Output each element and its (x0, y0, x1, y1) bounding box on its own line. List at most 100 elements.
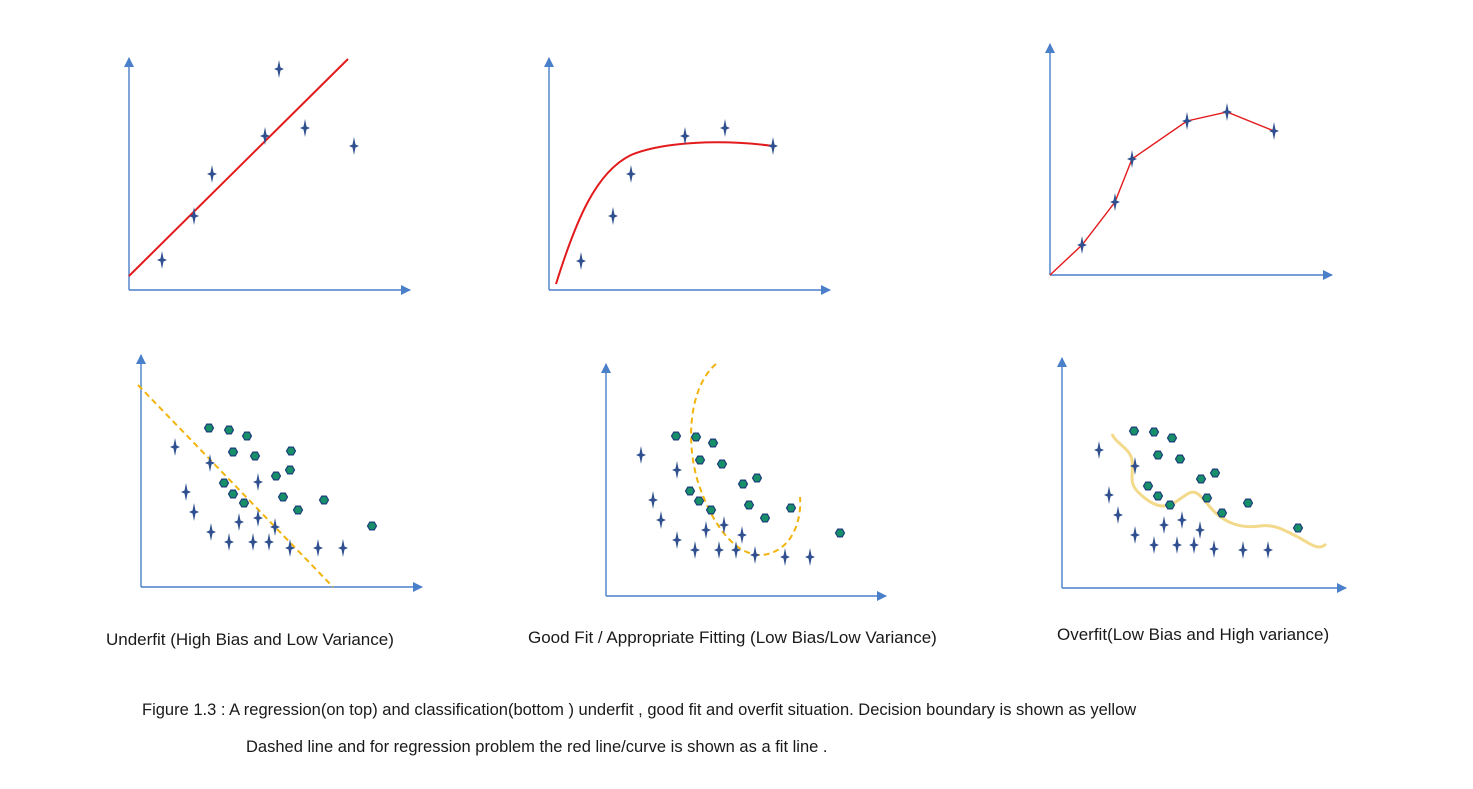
plus-marker (1189, 536, 1199, 554)
plus-marker (270, 518, 280, 536)
plus-marker (189, 207, 199, 225)
plus-marker (720, 119, 730, 137)
hexagon-marker (1148, 427, 1160, 437)
axes (1057, 357, 1347, 593)
plus-marker (205, 454, 215, 472)
plus-marker (1130, 457, 1140, 475)
plus-marker (260, 127, 270, 145)
plus-marker (248, 533, 258, 551)
plus-marker (719, 516, 729, 534)
plus-marker (207, 165, 217, 183)
hexagon-marker (1195, 474, 1207, 484)
hexagon-marker (1152, 491, 1164, 501)
plus-markers (1094, 441, 1273, 559)
panel-underfit-classification (136, 354, 423, 592)
hexagon-marker (366, 521, 378, 531)
figure-caption-line2: Dashed line and for regression problem t… (246, 738, 828, 756)
panel-overfit-regression (1045, 43, 1333, 280)
hexagon-marker (785, 503, 797, 513)
hexagon-marker (227, 489, 239, 499)
hexagon-marker (751, 473, 763, 483)
hexagon-marker (249, 451, 261, 461)
panel-goodfit-classification (601, 363, 887, 601)
plus-marker (1159, 516, 1169, 534)
hexagon-marker (203, 423, 215, 433)
plus-marker (224, 533, 234, 551)
plus-marker (1209, 540, 1219, 558)
hexagon-marker (238, 498, 250, 508)
hexagon-marker (1166, 433, 1178, 443)
plus-marker (731, 541, 741, 559)
plus-markers (157, 60, 359, 269)
plus-marker (1269, 122, 1279, 140)
decision-boundary (690, 363, 802, 557)
axes (601, 363, 887, 601)
plus-marker (300, 119, 310, 137)
label-underfit: Underfit (High Bias and Low Variance) (106, 630, 394, 649)
plus-marker (157, 251, 167, 269)
axes (124, 57, 411, 295)
plus-marker (170, 438, 180, 456)
plus-marker (1113, 506, 1123, 524)
hexagon-marker (670, 431, 682, 441)
hexagon-marker (292, 505, 304, 515)
fit-curve (555, 141, 774, 285)
plus-marker (1094, 441, 1104, 459)
hexagon-marker (707, 438, 719, 448)
plus-marker (626, 165, 636, 183)
plus-marker (714, 541, 724, 559)
plus-marker (690, 541, 700, 559)
axes (544, 57, 831, 295)
hexagon-marker (743, 500, 755, 510)
hex-markers (670, 431, 846, 538)
label-overfit: Overfit(Low Bias and High variance) (1057, 625, 1330, 644)
plus-marker (1238, 541, 1248, 559)
plus-marker (1127, 150, 1137, 168)
plus-marker (1172, 536, 1182, 554)
hexagon-marker (1152, 450, 1164, 460)
hexagon-marker (270, 471, 282, 481)
plus-marker (206, 523, 216, 541)
panel-overfit-classification (1057, 357, 1347, 593)
panel-underfit-regression (124, 57, 411, 295)
plus-marker (608, 207, 618, 225)
plus-marker (680, 127, 690, 145)
figure-caption-line1: Figure 1.3 : A regression(on top) and cl… (142, 701, 1137, 719)
hexagon-marker (1216, 508, 1228, 518)
hexagon-marker (737, 479, 749, 489)
plus-marker (274, 60, 284, 78)
hexagon-marker (1128, 426, 1140, 436)
decision-boundary (1110, 433, 1328, 549)
plus-marker (780, 548, 790, 566)
hexagon-marker (690, 432, 702, 442)
hexagon-marker (1142, 481, 1154, 491)
hexagon-marker (1242, 498, 1254, 508)
hexagon-marker (759, 513, 771, 523)
hexagon-marker (1292, 523, 1304, 533)
plus-marker (264, 533, 274, 551)
plus-marker (181, 483, 191, 501)
hexagon-marker (1174, 454, 1186, 464)
plus-markers (576, 119, 778, 270)
plus-markers (636, 446, 815, 566)
hexagon-marker (834, 528, 846, 538)
hexagon-marker (284, 465, 296, 475)
plus-marker (1222, 103, 1232, 121)
hexagon-marker (694, 455, 706, 465)
plus-markers (1077, 103, 1279, 254)
plus-marker (1182, 112, 1192, 130)
hexagon-marker (1209, 468, 1221, 478)
hexagon-marker (684, 486, 696, 496)
plus-marker (1195, 521, 1205, 539)
plus-marker (234, 513, 244, 531)
plus-marker (805, 548, 815, 566)
plus-marker (1149, 536, 1159, 554)
plus-marker (253, 473, 263, 491)
fit-polyline (1049, 111, 1275, 276)
hexagon-marker (1201, 493, 1213, 503)
fit-line (128, 58, 349, 277)
plus-markers (170, 438, 348, 557)
hexagon-marker (277, 492, 289, 502)
plus-marker (349, 137, 359, 155)
